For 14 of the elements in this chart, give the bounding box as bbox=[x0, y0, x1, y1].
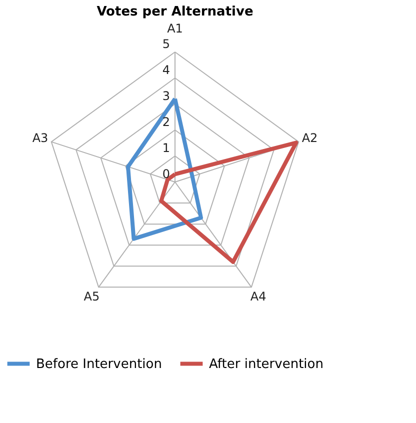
y-tick-label: 1 bbox=[162, 141, 170, 156]
y-tick-label: 4 bbox=[162, 63, 170, 78]
legend-label: Before Intervention bbox=[36, 356, 162, 372]
y-tick-label: 3 bbox=[162, 89, 170, 104]
spoke-label: A2 bbox=[302, 131, 318, 146]
y-tick-label: 0 bbox=[162, 167, 170, 182]
y-tick-label: 2 bbox=[162, 115, 170, 130]
spoke-label: A3 bbox=[32, 131, 48, 146]
spoke-label: A4 bbox=[250, 290, 266, 304]
y-tick-label: 5 bbox=[162, 37, 170, 52]
legend-label: After intervention bbox=[209, 356, 324, 372]
spoke-label: A1 bbox=[167, 22, 183, 36]
chart-title: Votes per Alternative bbox=[96, 4, 254, 20]
spoke-label: A5 bbox=[84, 290, 100, 304]
